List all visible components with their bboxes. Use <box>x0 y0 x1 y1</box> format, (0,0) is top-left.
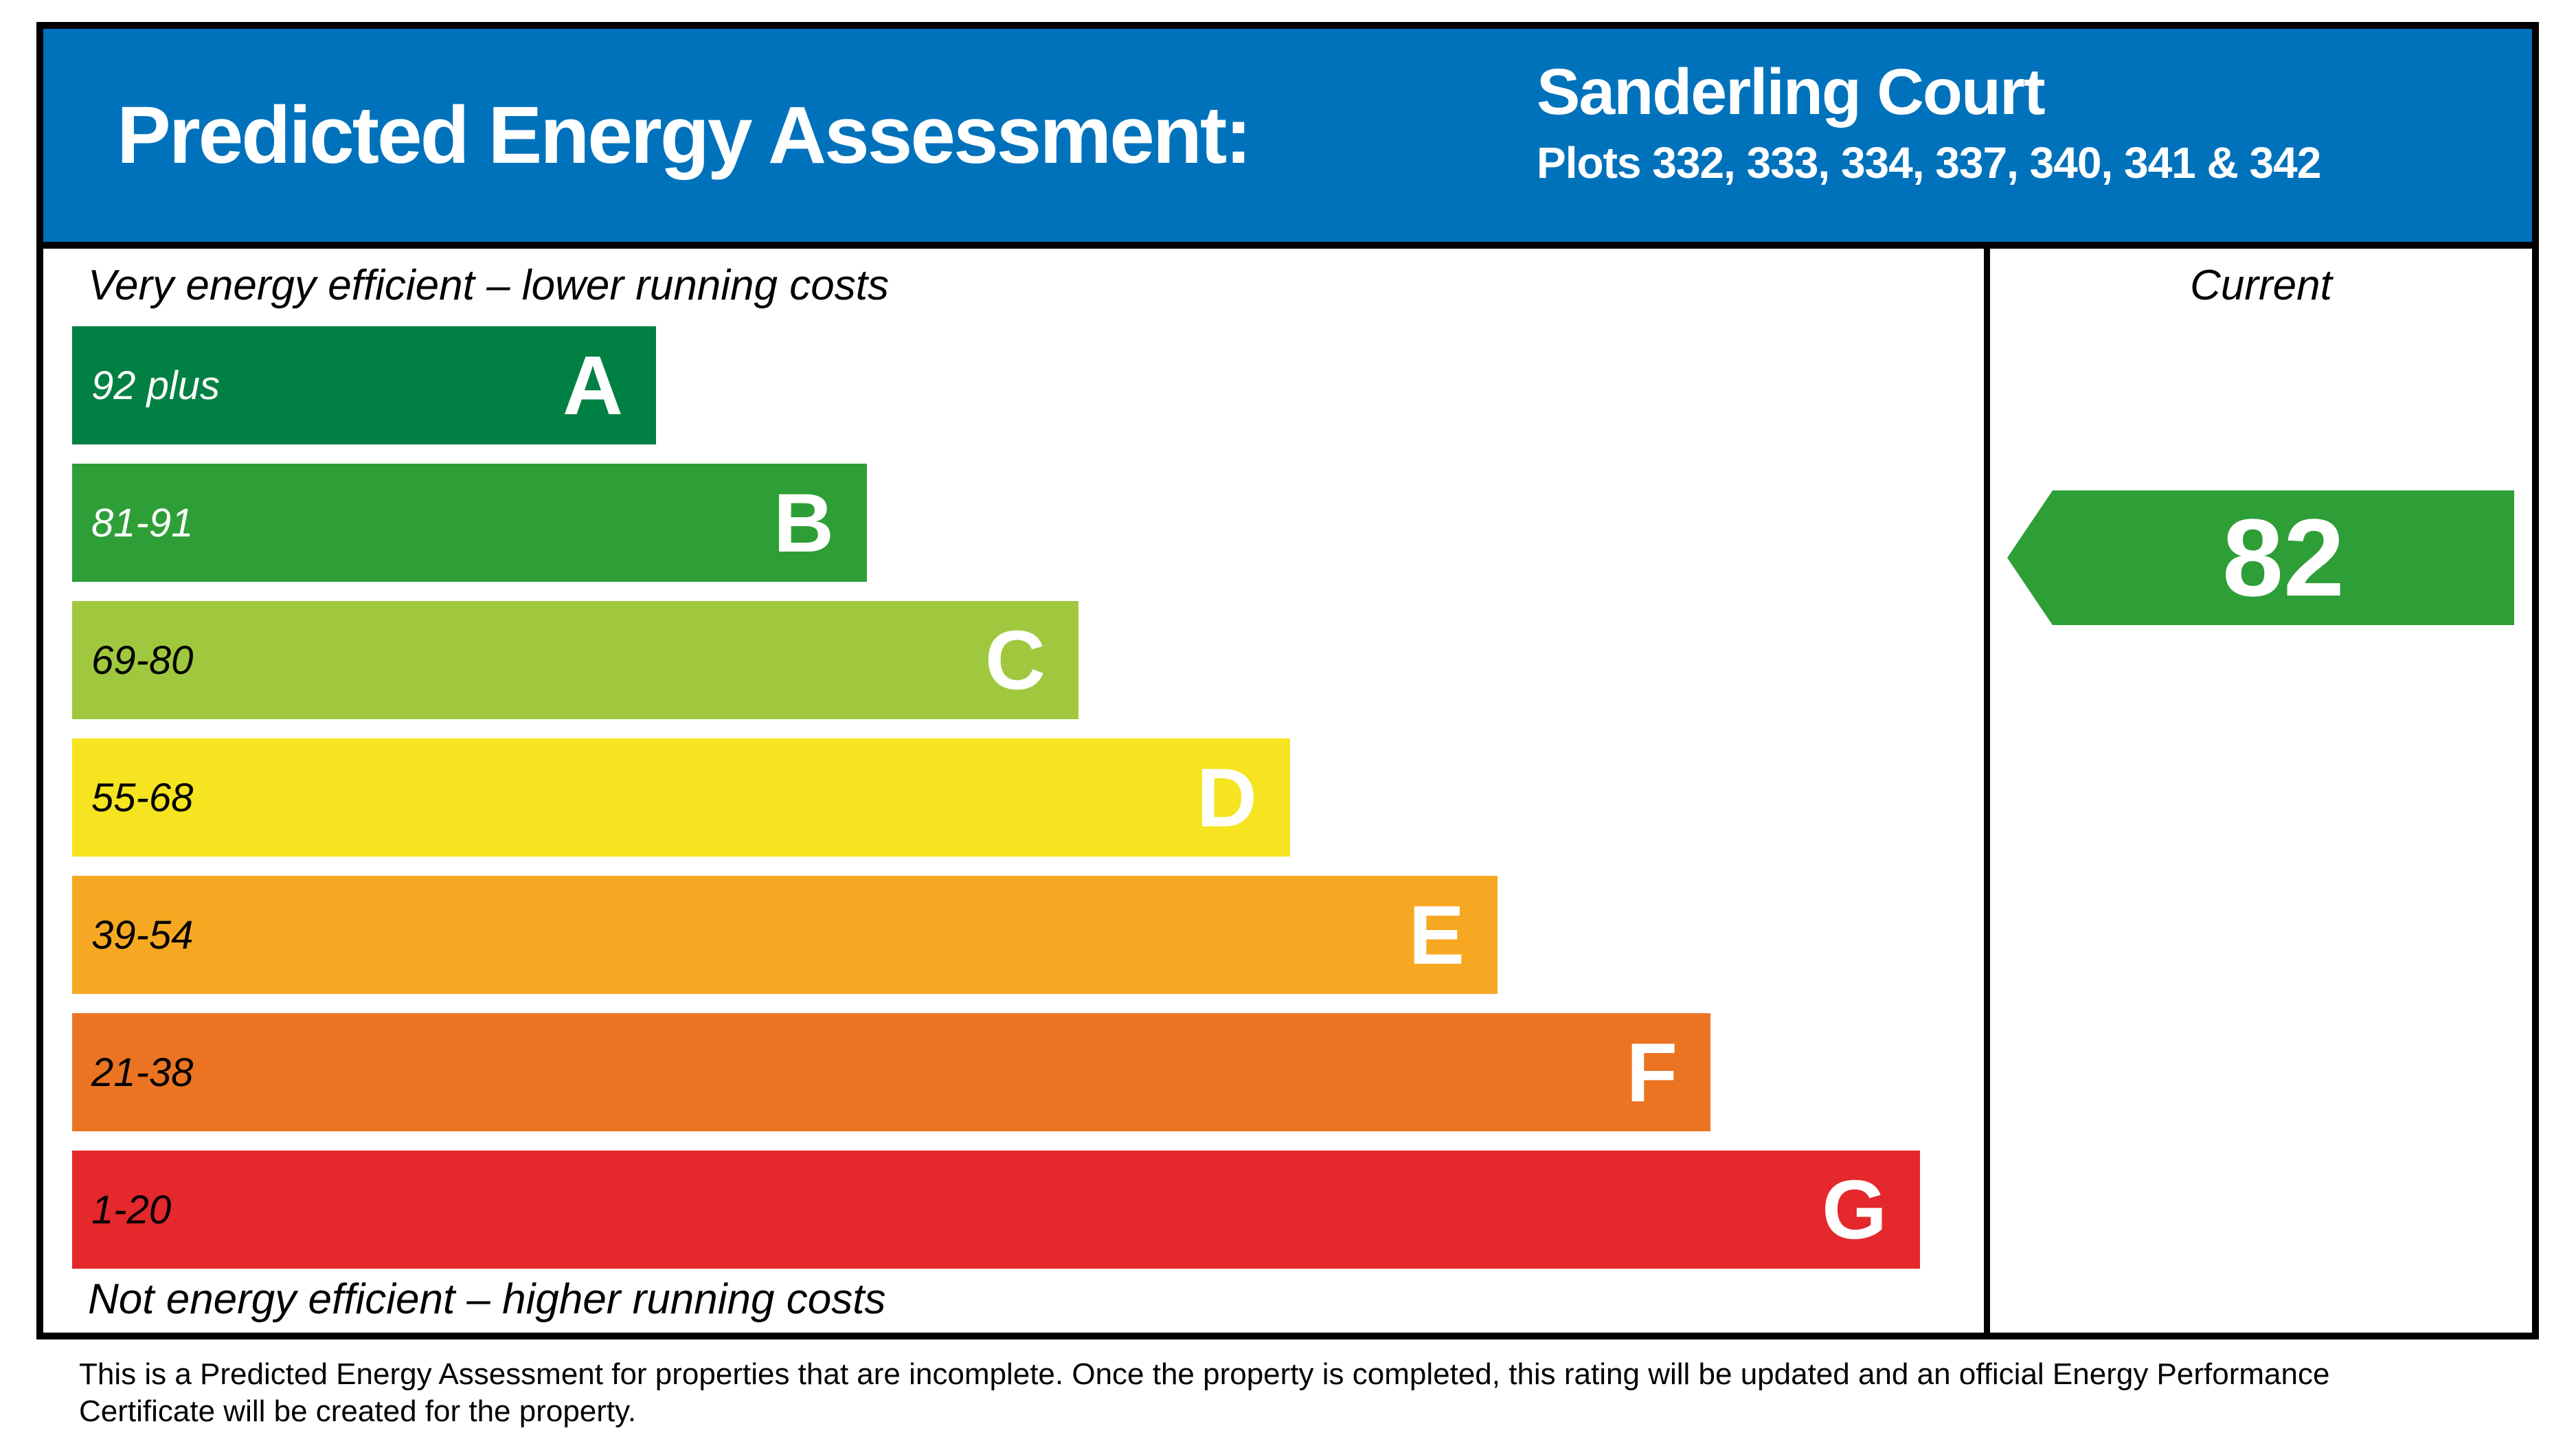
band-letter: A <box>562 339 623 432</box>
band-range-label: 55-68 <box>91 775 194 820</box>
plots-label: Plots 332, 333, 334, 337, 340, 341 & 342 <box>1537 138 2321 188</box>
band-range-label: 1-20 <box>91 1187 172 1232</box>
footer-line: This is a Predicted Energy Assessment fo… <box>79 1357 2330 1391</box>
band-letter: C <box>984 613 1046 707</box>
current-rating-arrow: 82 <box>2007 490 2514 625</box>
epc-band-row-e: 39-54 E <box>72 876 1498 994</box>
column-divider <box>1984 249 1990 1333</box>
epc-band-row-g: 1-20 G <box>72 1151 1920 1269</box>
epc-band-row-f: 21-38 F <box>72 1013 1710 1131</box>
band-range-label: 69-80 <box>91 637 194 683</box>
band-range-label: 92 plus <box>91 363 221 408</box>
epc-band-row-d: 55-68 D <box>72 738 1290 857</box>
band-range-label: 81-91 <box>91 500 194 545</box>
footer-text: This is a Predicted Energy Assessment fo… <box>79 1356 2524 1430</box>
epc-band-row-a: 92 plus A <box>72 326 656 444</box>
band-letter: E <box>1408 888 1465 982</box>
band-letter: D <box>1196 751 1257 844</box>
band-letter: F <box>1626 1026 1677 1119</box>
efficiency-top-label: Very energy efficient – lower running co… <box>88 262 889 309</box>
header-banner <box>43 29 2532 249</box>
efficiency-bottom-label: Not energy efficient – higher running co… <box>88 1276 886 1323</box>
footer-line: Certificate will be created for the prop… <box>79 1394 637 1428</box>
band-range-label: 39-54 <box>91 912 194 958</box>
page-title: Predicted Energy Assessment: <box>117 90 1252 181</box>
property-header: Sanderling Court Plots 332, 333, 334, 33… <box>1537 55 2498 187</box>
band-letter: G <box>1822 1163 1887 1256</box>
band-letter: B <box>773 476 834 569</box>
epc-band-row-c: 69-80 C <box>72 601 1078 719</box>
epc-band-row-b: 81-91 B <box>72 464 867 582</box>
current-column-header: Current <box>2190 262 2332 309</box>
current-rating-value: 82 <box>2222 496 2345 619</box>
property-name: Sanderling Court <box>1537 56 2046 128</box>
band-range-label: 21-38 <box>91 1050 194 1095</box>
